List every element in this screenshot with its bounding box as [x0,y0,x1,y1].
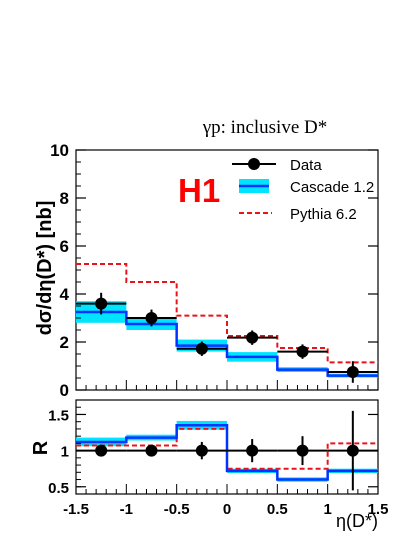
legend-data-label: Data [290,157,322,174]
cascade-step-line [76,424,378,481]
data-point [296,444,309,457]
data-point [145,444,158,457]
legend-cascade-label: Cascade 1.2 [290,179,374,196]
y-tick-label: 1.5 [48,407,69,424]
x-tick-label: 0.5 [267,501,288,518]
y-tick-label: 6 [60,237,69,256]
cascade-step-line [76,310,378,377]
y-tick-label: 4 [60,285,70,304]
y-tick-label: 1 [61,444,69,461]
x-tick-label: -0.5 [164,501,190,518]
data-point [296,345,309,358]
data-point [246,444,259,457]
pythia-step-line [76,263,378,364]
data-point [195,342,208,355]
x-axis-label: η(D*) [336,511,378,531]
legend-pythia-label: Pythia 6.2 [290,206,357,223]
data-point [95,444,108,457]
top-axis-ticks: 0 2 4 6 8 10 [50,141,379,400]
h1-logo: H1 [178,172,220,209]
data-point [346,444,359,457]
legend: Data Cascade 1.2 Pythia 6.2 [232,157,374,223]
data-points-group [76,292,378,383]
ratio-y-axis-label: R [30,440,52,455]
legend-data-marker [248,158,260,170]
top-y-axis-label: dσ/dη(D*) [nb] [34,201,56,336]
x-tick-label: 0 [223,501,231,518]
model-lines-group [76,263,378,377]
x-tick-label: 1.5 [368,501,389,518]
x-tick-label: 1 [323,501,331,518]
ratio-axis-ticks: 0.5 1 1.5 -1.5 -1 -0.5 0 0.5 1 1.5 [48,399,389,518]
data-point [95,297,108,310]
y-tick-label: 0 [60,381,69,400]
ratio-data-points-group [76,410,378,491]
ratio-model-lines-group [76,424,378,481]
x-tick-label: -1.5 [63,501,89,518]
x-tick-label: -1 [120,501,133,518]
data-point [195,444,208,457]
y-tick-label: 8 [60,189,69,208]
chart-title: γp: inclusive D* [202,117,328,138]
data-point [145,312,158,324]
y-tick-label: 2 [60,333,69,352]
ratio-panel: 0.5 1 1.5 -1.5 -1 -0.5 0 0.5 1 1.5 R η(D*) [30,399,389,531]
data-point [246,331,259,344]
y-tick-label: 10 [50,141,69,160]
data-point [346,366,359,378]
y-tick-label: 0.5 [48,480,69,497]
top-panel: 0 2 4 6 8 10 H1 Data Cascade 1.2 Pythia 6.2 d… [34,141,379,400]
